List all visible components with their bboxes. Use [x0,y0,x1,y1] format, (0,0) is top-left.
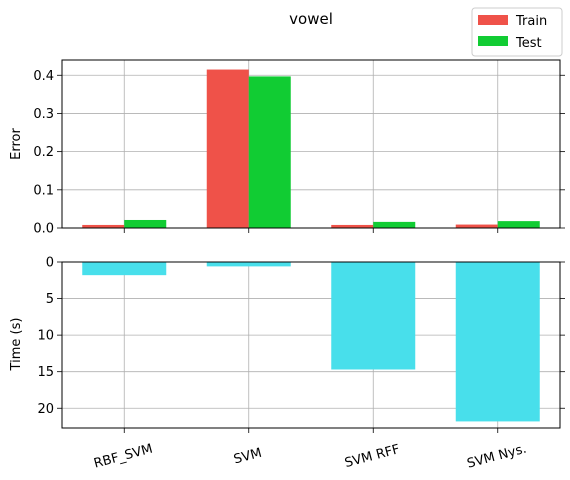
time-ytick-label: 10 [37,329,54,344]
legend: Train Test [472,8,562,56]
test-bar-0 [124,220,166,228]
test-bar-2 [373,222,415,228]
time-ytick-label: 15 [37,365,54,380]
error-ytick-label: 0.1 [33,183,54,198]
error-axis-label: Error [9,128,24,160]
error-ytick-label: 0.2 [33,145,54,160]
error-ytick-label: 0.4 [33,69,54,84]
chart-title: vowel [289,10,333,28]
time-bar-0 [82,262,166,275]
time-axis-label: Time (s) [9,318,24,372]
test-bar-1 [249,76,291,228]
legend-swatch-test [478,36,508,46]
train-bar-3 [456,225,498,228]
train-bar-1 [207,70,249,228]
time-ytick-label: 20 [37,402,54,417]
test-bar-3 [498,221,540,228]
time-bar-2 [331,262,415,369]
time-bar-3 [456,262,540,421]
legend-label-test: Test [515,36,542,51]
legend-swatch-train [478,15,508,25]
legend-label-train: Train [515,14,547,29]
time-ytick-label: 0 [46,256,54,271]
error-ytick-label: 0.0 [33,222,54,237]
error-ytick-label: 0.3 [33,107,54,122]
time-ytick-label: 5 [46,292,54,307]
time-bar-1 [207,262,291,266]
